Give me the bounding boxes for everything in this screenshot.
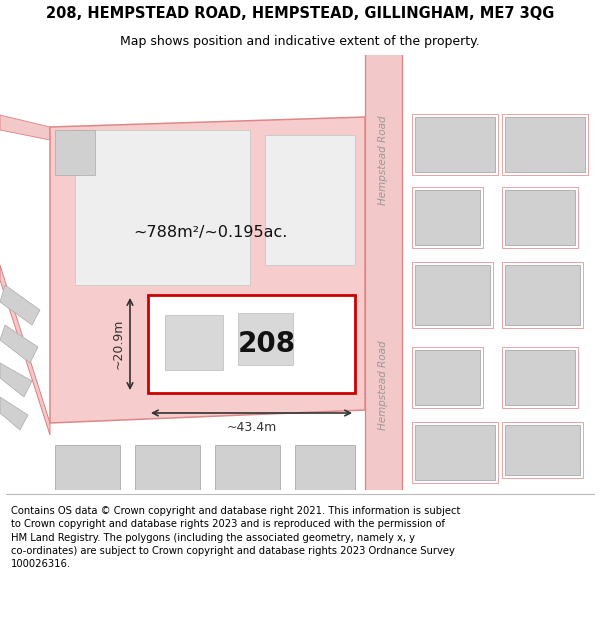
Bar xyxy=(415,425,495,480)
Bar xyxy=(502,187,578,248)
Bar xyxy=(505,117,585,172)
Text: ~43.4m: ~43.4m xyxy=(226,421,277,434)
Text: Hempstead Road: Hempstead Road xyxy=(379,340,389,430)
Bar xyxy=(412,114,498,175)
Bar xyxy=(412,187,483,248)
Polygon shape xyxy=(0,397,28,430)
Bar xyxy=(505,265,580,325)
Bar xyxy=(238,313,293,365)
Bar xyxy=(505,190,575,245)
Text: ~20.9m: ~20.9m xyxy=(112,319,125,369)
Bar xyxy=(55,445,120,495)
Text: ~788m²/~0.195ac.: ~788m²/~0.195ac. xyxy=(133,226,287,241)
Bar xyxy=(505,350,575,405)
Polygon shape xyxy=(0,285,40,325)
Bar xyxy=(502,262,583,328)
Polygon shape xyxy=(365,55,402,490)
Bar xyxy=(502,347,578,408)
Text: Hempstead Road: Hempstead Road xyxy=(379,115,389,205)
Polygon shape xyxy=(0,363,32,397)
Text: 208, HEMPSTEAD ROAD, HEMPSTEAD, GILLINGHAM, ME7 3QG: 208, HEMPSTEAD ROAD, HEMPSTEAD, GILLINGH… xyxy=(46,6,554,21)
Polygon shape xyxy=(0,115,50,140)
Bar xyxy=(415,117,495,172)
Bar xyxy=(412,422,498,483)
Bar xyxy=(412,262,493,328)
Bar xyxy=(502,114,588,175)
Bar xyxy=(265,135,355,265)
Bar xyxy=(148,295,355,393)
Bar xyxy=(55,130,95,175)
Text: Map shows position and indicative extent of the property.: Map shows position and indicative extent… xyxy=(120,35,480,48)
Bar xyxy=(75,130,250,285)
Text: 208: 208 xyxy=(238,330,296,358)
Text: Contains OS data © Crown copyright and database right 2021. This information is : Contains OS data © Crown copyright and d… xyxy=(11,506,460,569)
Bar xyxy=(502,422,583,478)
Bar xyxy=(135,445,200,495)
Polygon shape xyxy=(0,265,50,435)
Bar xyxy=(412,347,483,408)
Polygon shape xyxy=(50,117,365,423)
Bar xyxy=(165,315,223,370)
Bar xyxy=(295,445,355,495)
Polygon shape xyxy=(0,325,38,363)
Bar xyxy=(415,350,480,405)
Bar xyxy=(415,190,480,245)
Bar xyxy=(415,265,490,325)
Bar xyxy=(215,445,280,495)
Bar xyxy=(505,425,580,475)
